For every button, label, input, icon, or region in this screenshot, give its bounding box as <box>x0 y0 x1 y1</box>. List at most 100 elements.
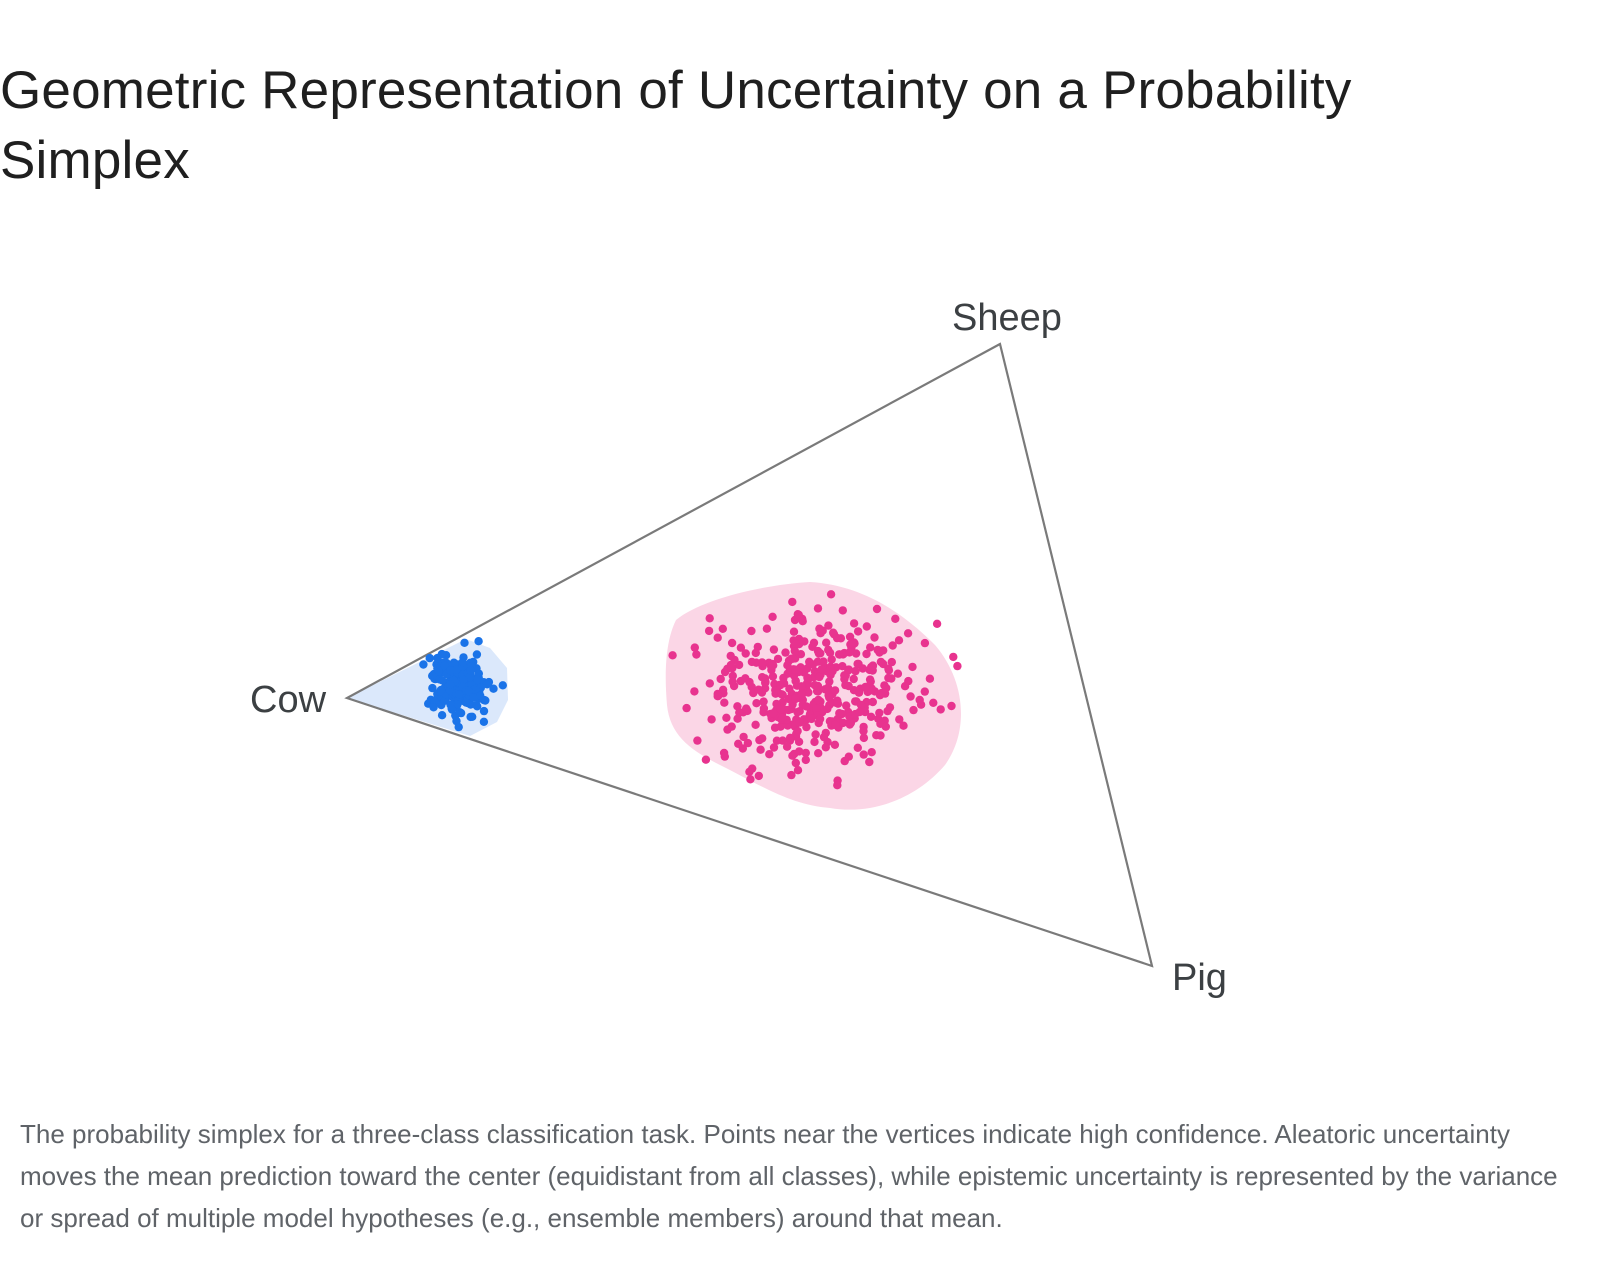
scatter-point <box>835 709 844 718</box>
scatter-point <box>823 704 832 714</box>
scatter-point <box>949 652 958 662</box>
scatter-point <box>722 713 731 722</box>
scatter-point <box>861 682 870 692</box>
scatter-point <box>881 722 890 731</box>
scatter-point <box>848 640 857 649</box>
scatter-point <box>437 649 447 659</box>
scatter-point <box>862 649 871 659</box>
scatter-point <box>733 702 742 711</box>
scatter-point <box>429 703 438 712</box>
scatter-point <box>827 655 836 664</box>
scatter-point <box>454 722 463 732</box>
scatter-point <box>743 738 753 748</box>
scatter-point <box>788 654 798 663</box>
scatter-point <box>465 672 475 682</box>
scatter-point <box>682 703 691 713</box>
scatter-point <box>807 714 816 724</box>
scatter-point <box>876 657 886 667</box>
scatter-point <box>751 648 760 658</box>
scatter-point <box>831 720 840 730</box>
scatter-point <box>458 658 467 667</box>
scatter-point <box>811 730 820 739</box>
scatter-point <box>759 697 768 706</box>
scatter-point <box>772 699 781 709</box>
scatter-point <box>498 681 507 690</box>
scatter-point <box>425 653 434 663</box>
scatter-point <box>726 651 735 661</box>
scatter-point <box>473 675 482 685</box>
scatter-point <box>802 722 811 732</box>
scatter-point <box>810 681 819 690</box>
scatter-point <box>756 745 765 754</box>
scatter-point <box>459 675 468 684</box>
scatter-point <box>815 714 825 724</box>
scatter-point <box>754 685 763 694</box>
scatter-point <box>798 617 807 626</box>
scatter-point <box>909 705 918 715</box>
scatter-point <box>882 683 891 693</box>
scatter-point <box>845 648 854 657</box>
scatter-point <box>668 651 677 660</box>
scatter-point <box>813 604 823 613</box>
scatter-point <box>728 677 737 686</box>
scatter-point <box>769 743 779 752</box>
simplex-triangle <box>344 342 1154 968</box>
scatter-point <box>770 723 780 732</box>
scatter-point <box>908 662 917 672</box>
scatter-point <box>815 624 824 633</box>
scatter-point <box>844 681 853 691</box>
scatter-point <box>826 590 836 599</box>
scatter-point <box>814 749 823 758</box>
scatter-point <box>446 666 455 675</box>
scatter-point <box>793 726 802 736</box>
scatter-point <box>713 633 722 642</box>
scatter-point <box>778 736 787 745</box>
scatter-point <box>723 725 732 734</box>
scatter-point <box>891 614 900 623</box>
scatter-point <box>845 632 855 641</box>
scatter-point <box>778 713 787 722</box>
scatter-point <box>888 641 897 650</box>
scatter-point <box>932 619 942 628</box>
scatter-point <box>833 781 842 790</box>
scatter-point <box>714 691 723 701</box>
scatter-point <box>803 664 812 673</box>
scatter-point <box>839 718 848 727</box>
scatter-point <box>704 626 714 636</box>
scatter-point <box>845 720 854 729</box>
scatter-point <box>842 701 851 710</box>
scatter-point <box>797 689 806 699</box>
scatter-point <box>832 633 842 643</box>
scatter-point <box>844 665 853 674</box>
scatter-point <box>747 626 756 636</box>
scatter-point <box>430 696 439 706</box>
scatter-point <box>805 657 814 666</box>
scatter-point <box>453 700 462 709</box>
scatter-point <box>830 740 840 749</box>
scatter-point <box>853 659 862 669</box>
scatter-point <box>868 697 877 707</box>
scatter-point <box>789 627 799 636</box>
scatter-point <box>428 683 437 693</box>
scatter-point <box>868 661 878 671</box>
scatter-point <box>793 766 803 775</box>
scatter-point <box>856 700 866 710</box>
scatter-point <box>736 643 746 652</box>
scatter-point <box>791 639 800 648</box>
scatter-point <box>866 712 876 721</box>
scatter-point <box>718 624 727 633</box>
scatter-point <box>894 636 904 645</box>
scatter-point <box>862 622 871 631</box>
scatter-point <box>936 705 945 714</box>
scatter-point <box>726 660 736 670</box>
scatter-point <box>953 661 962 671</box>
scatter-point <box>854 688 864 697</box>
scatter-point <box>895 715 904 724</box>
scatter-point <box>859 733 869 743</box>
page-title: Geometric Representation of Uncertainty … <box>0 61 1352 190</box>
scatter-point <box>802 702 811 711</box>
scatter-point <box>773 654 783 664</box>
scatter-point <box>885 703 895 712</box>
scatter-point <box>851 649 861 658</box>
